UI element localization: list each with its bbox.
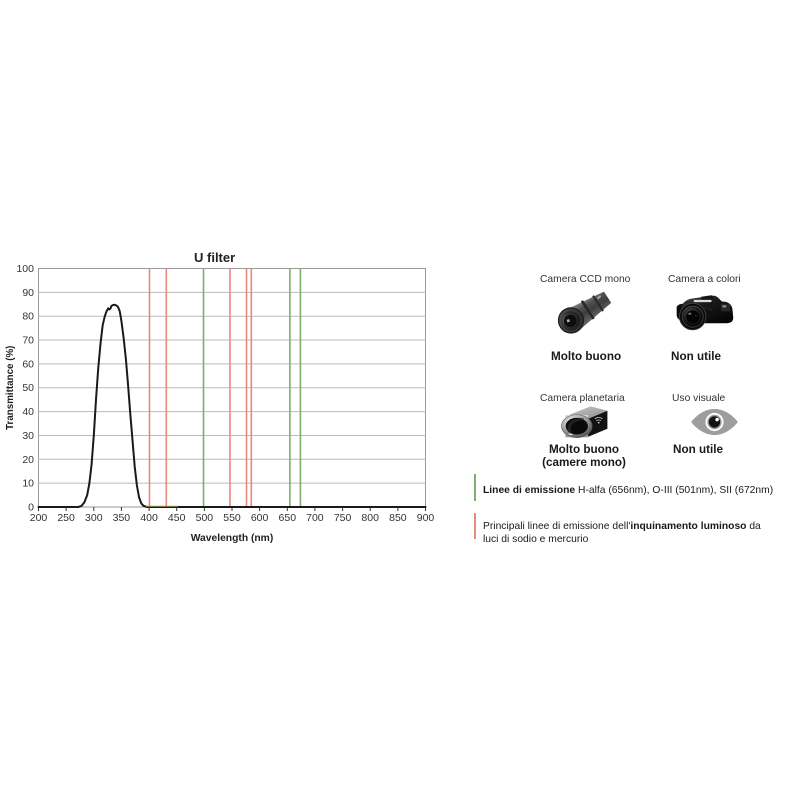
svg-text:60: 60 xyxy=(22,358,34,370)
svg-text:90: 90 xyxy=(22,287,34,299)
svg-text:700: 700 xyxy=(306,512,324,524)
svg-text:250: 250 xyxy=(57,512,75,524)
svg-text:450: 450 xyxy=(168,512,186,524)
svg-text:U filter: U filter xyxy=(194,250,235,265)
svg-text:550: 550 xyxy=(223,512,241,524)
svg-text:100: 100 xyxy=(16,263,34,275)
svg-text:850: 850 xyxy=(389,512,407,524)
svg-text:350: 350 xyxy=(113,512,131,524)
svg-text:Transmittance (%): Transmittance (%) xyxy=(5,346,16,430)
svg-text:750: 750 xyxy=(334,512,352,524)
svg-text:300: 300 xyxy=(85,512,103,524)
svg-text:800: 800 xyxy=(361,512,379,524)
svg-text:900: 900 xyxy=(417,512,435,524)
svg-text:20: 20 xyxy=(22,454,34,466)
svg-text:30: 30 xyxy=(22,430,34,442)
svg-text:10: 10 xyxy=(22,478,34,490)
svg-text:40: 40 xyxy=(22,406,34,418)
svg-text:Wavelength (nm): Wavelength (nm) xyxy=(191,533,274,544)
svg-text:650: 650 xyxy=(279,512,297,524)
svg-text:600: 600 xyxy=(251,512,269,524)
svg-text:80: 80 xyxy=(22,311,34,323)
svg-text:400: 400 xyxy=(140,512,158,524)
svg-text:200: 200 xyxy=(30,512,48,524)
svg-text:70: 70 xyxy=(22,335,34,347)
svg-text:50: 50 xyxy=(22,382,34,394)
svg-text:500: 500 xyxy=(196,512,214,524)
